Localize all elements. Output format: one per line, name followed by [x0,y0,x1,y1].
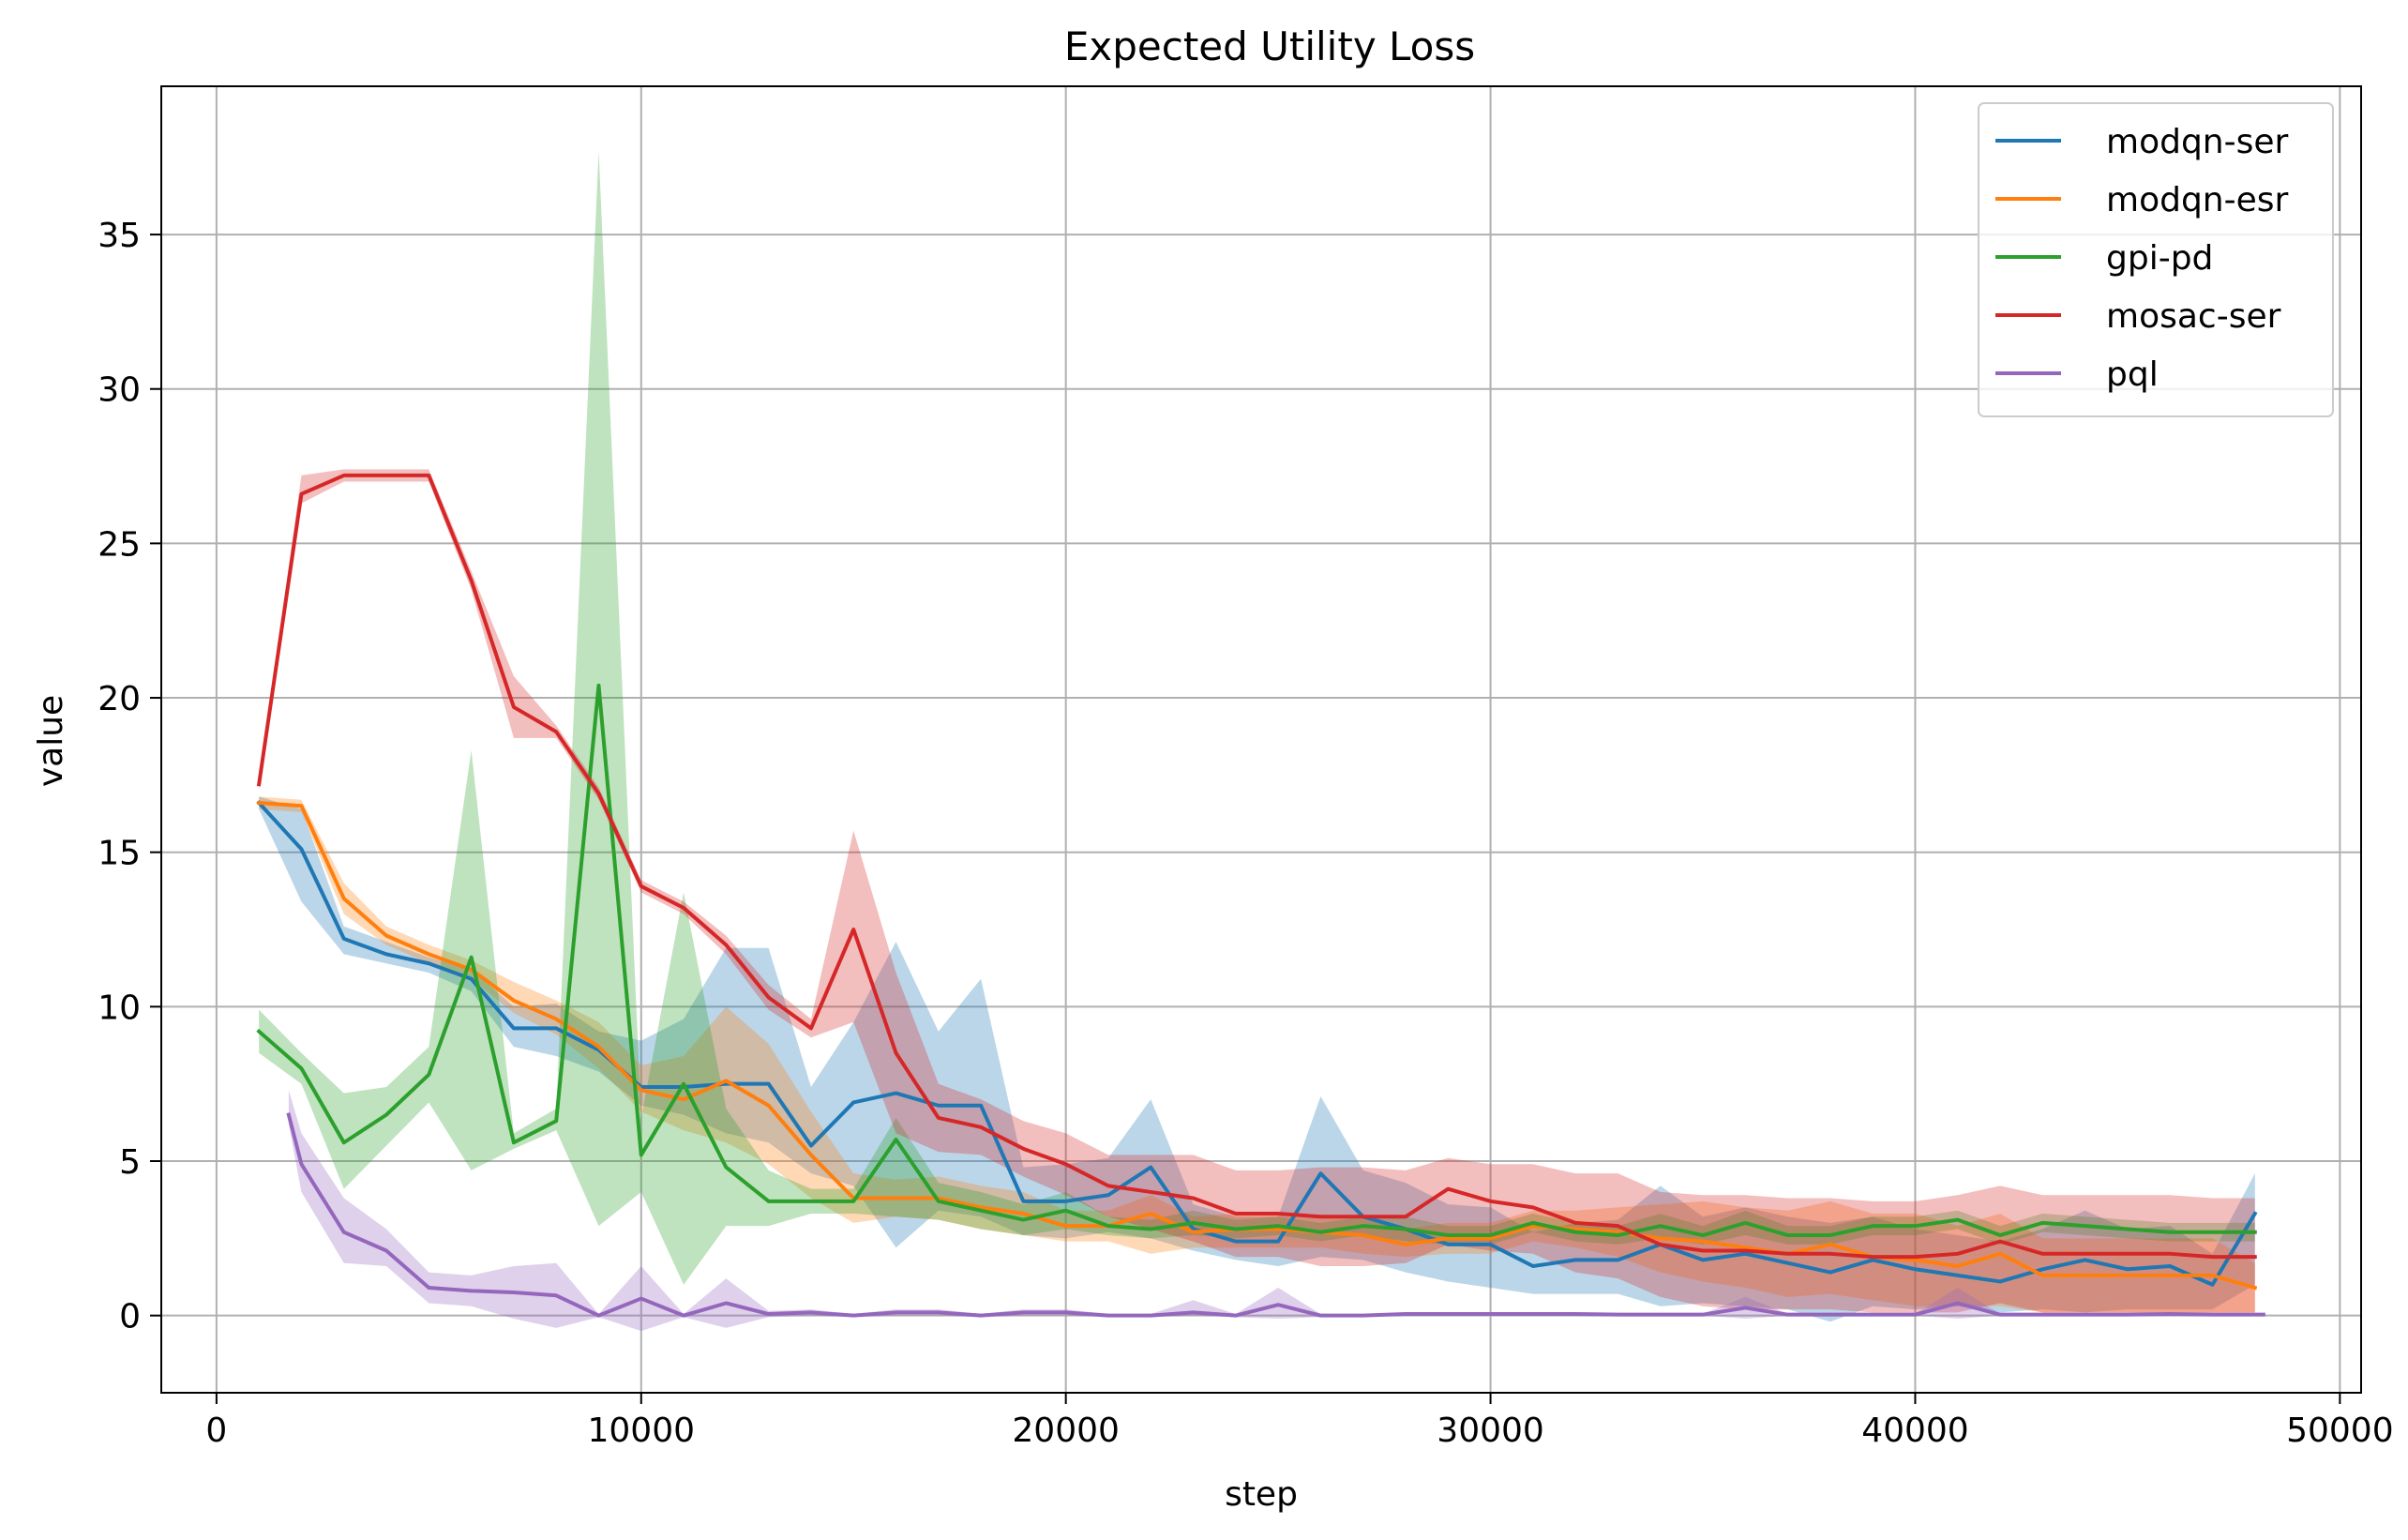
x-tick-label: 30000 [1437,1412,1544,1450]
y-tick-label: 15 [98,835,141,873]
x-axis-label: step [1225,1475,1298,1514]
plot-frame [160,85,2362,1394]
pql-band [288,1090,2264,1332]
x-tick-label: 0 [205,1412,227,1450]
y-tick-label: 35 [98,217,141,255]
pql-line [286,1112,2265,1318]
x-tick-label: 50000 [2286,1412,2394,1450]
series-lines [256,473,2265,1318]
gpi-pd-line [256,683,2257,1238]
y-tick-label: 10 [98,989,141,1027]
legend-label-mosac-ser: mosac-ser [2106,297,2281,336]
y-tick-label: 25 [98,525,141,564]
modqn-esr-band [259,796,2255,1313]
chart-title: Expected Utility Loss [1064,23,1475,69]
modqn-ser-line [256,800,2258,1287]
legend-label-modqn-ser: modqn-ser [2106,123,2289,161]
x-tick-label: 40000 [1861,1412,1969,1450]
y-axis-ticks: 0 5 10 15 20 25 30 35 [98,217,161,1336]
mosac-ser-line [256,473,2257,1260]
legend-box [1978,102,2334,417]
legend-label-gpi-pd: gpi-pd [2106,239,2213,278]
x-axis-ticks: 0 10000 20000 30000 40000 50000 [205,1393,2394,1450]
x-tick-label: 10000 [588,1412,696,1450]
legend: modqn-ser modqn-esr gpi-pd mosac-ser pql [1978,102,2334,417]
legend-label-modqn-esr: modqn-esr [2106,181,2289,219]
y-tick-label: 0 [119,1298,141,1336]
y-axis-label: value [32,695,70,787]
y-tick-label: 20 [98,680,141,718]
modqn-ser-band [259,796,2255,1322]
y-tick-label: 5 [119,1143,141,1182]
x-tick-label: 20000 [1012,1412,1120,1450]
y-tick-label: 30 [98,371,141,410]
legend-label-pql: pql [2106,355,2159,394]
